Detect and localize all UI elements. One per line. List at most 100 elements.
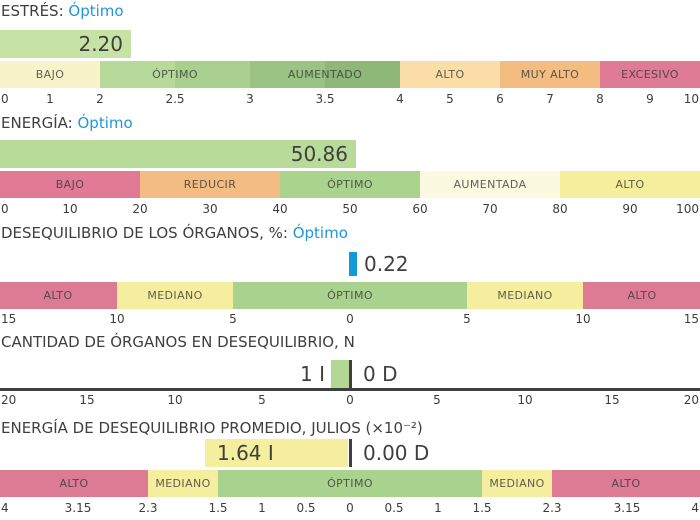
gauge-title-text: ENERGÍA: — [1, 114, 73, 132]
tick-label: 2 — [96, 92, 104, 106]
gauge-axis-ticks: 15 10 5 0 5 10 15 — [0, 312, 700, 328]
zone-segment — [233, 282, 467, 309]
tick-label: 10 — [575, 312, 591, 326]
tick-label: 4 — [691, 501, 699, 515]
tick-label: 3.15 — [64, 501, 92, 515]
gauge-zone-strip: ALTO MEDIANO ÓPTIMO MEDIANO ALTO — [0, 282, 700, 309]
gauge-title: DESEQUILIBRIO DE LOS ÓRGANOS, %: Óptimo — [1, 224, 700, 244]
tick-label: 60 — [412, 202, 428, 216]
zone-segment — [0, 470, 148, 497]
value-label-right: 0.00 D — [363, 441, 430, 465]
gauge-zone-strip: BAJO REDUCIR ÓPTIMO AUMENTADA ALTO — [0, 171, 700, 198]
tick-label: 0 — [346, 312, 354, 326]
zone-label: REDUCIR — [183, 178, 237, 191]
zone-label: ÓPTIMO — [327, 477, 373, 490]
axis-line — [0, 388, 700, 391]
tick-label: 15 — [683, 312, 699, 326]
tick-label: 80 — [552, 202, 568, 216]
tick-label: 2.5 — [165, 92, 185, 106]
tick-label: 8 — [596, 92, 604, 106]
tick-label: 5 — [463, 312, 471, 326]
value-label: 0.22 — [364, 252, 409, 276]
tick-label: 3.15 — [613, 501, 641, 515]
value-bar: 2.20 — [0, 30, 131, 58]
value-bar: 50.86 — [0, 140, 356, 168]
tick-label: 1 — [258, 501, 266, 515]
zone-label: ALTO — [611, 477, 641, 490]
zone-segment — [140, 171, 280, 198]
gauge-axis-ticks: 20 15 10 5 0 5 10 15 20 — [0, 393, 700, 409]
gauge-status-text: Óptimo — [68, 2, 124, 20]
zone-segment — [0, 282, 117, 309]
zone-label: EXCESIVO — [621, 68, 679, 81]
zone-segment — [600, 61, 700, 88]
zone-segment — [467, 282, 583, 309]
tick-label: 1 — [46, 92, 54, 106]
zone-segment — [148, 470, 218, 497]
zone-label: AUMENTADO — [287, 68, 363, 81]
tick-label: 4 — [396, 92, 404, 106]
center-divider — [349, 439, 352, 467]
tick-label: 7 — [546, 92, 554, 106]
tick-label: 15 — [604, 393, 620, 407]
zone-label: MEDIANO — [147, 289, 203, 302]
center-divider — [349, 360, 352, 391]
gauge-value-row: 1.64 I 0.00 D — [0, 439, 700, 467]
gauge-title-text: DESEQUILIBRIO DE LOS ÓRGANOS, %: — [1, 224, 293, 242]
zone-label: ALTO — [43, 289, 73, 302]
value-marker — [349, 252, 357, 276]
gauge-value-row: 1 I 0 D — [0, 360, 700, 391]
value-bar — [331, 360, 349, 388]
zone-segment — [218, 470, 482, 497]
tick-label: 50 — [342, 202, 358, 216]
tick-label: 30 — [202, 202, 218, 216]
zone-label: AUMENTADA — [453, 178, 527, 191]
gauge-title: ESTRÉS: Óptimo — [1, 2, 700, 22]
tick-label: 2.3 — [542, 501, 562, 515]
zone-label: ALTO — [627, 289, 657, 302]
tick-label: 1.5 — [472, 501, 492, 515]
tick-label: 10 — [517, 393, 533, 407]
zone-label: BAJO — [55, 178, 85, 191]
tick-label: 5 — [229, 312, 237, 326]
zone-label: MEDIANO — [489, 477, 545, 490]
zone-segment — [500, 61, 600, 88]
tick-label: 20 — [1, 393, 17, 407]
tick-label: 70 — [482, 202, 498, 216]
zone-segment — [280, 171, 420, 198]
tick-label: 5 — [446, 92, 454, 106]
zone-label: MEDIANO — [497, 289, 553, 302]
gauge-title-text: CANTIDAD DE ÓRGANOS EN DESEQUILIBRIO, N — [1, 333, 355, 351]
zone-segment — [400, 61, 500, 88]
gauge-status-text: Óptimo — [77, 114, 133, 132]
zone-segment — [0, 171, 140, 198]
gauge-axis-ticks: 4 3.15 2.3 1.5 1 0.5 0 0.5 1 1.5 2.3 3.15 4 — [0, 501, 700, 517]
tick-label: 4 — [1, 501, 9, 515]
zone-label: ALTO — [59, 477, 89, 490]
zone-segment — [583, 282, 700, 309]
gauge-title-text: ENERGÍA DE DESEQUILIBRIO PROMEDIO, JULIO… — [1, 419, 423, 437]
zone-segment — [0, 61, 100, 88]
tick-label: 10 — [62, 202, 78, 216]
tick-label: 0 — [1, 92, 9, 106]
tick-label: 5 — [258, 393, 266, 407]
tick-label: 3.5 — [315, 92, 335, 106]
zone-label: ÓPTIMO — [152, 68, 198, 81]
tick-label: 15 — [79, 393, 95, 407]
tick-label: 20 — [132, 202, 148, 216]
zone-segment — [560, 171, 700, 198]
tick-label: 90 — [622, 202, 638, 216]
zone-segment — [482, 470, 552, 497]
gauge-status-text: Óptimo — [292, 224, 348, 242]
tick-label: 0 — [1, 202, 9, 216]
value-label-left: 1.64 I — [217, 441, 274, 465]
tick-label: 5 — [433, 393, 441, 407]
zone-label: ALTO — [615, 178, 645, 191]
zone-segment — [325, 61, 400, 88]
gauge-value-row: 0.22 — [0, 250, 700, 278]
zone-label: ÓPTIMO — [327, 178, 373, 191]
zone-label: ALTO — [435, 68, 465, 81]
tick-label: 3 — [246, 92, 254, 106]
tick-label: 10 — [167, 393, 183, 407]
